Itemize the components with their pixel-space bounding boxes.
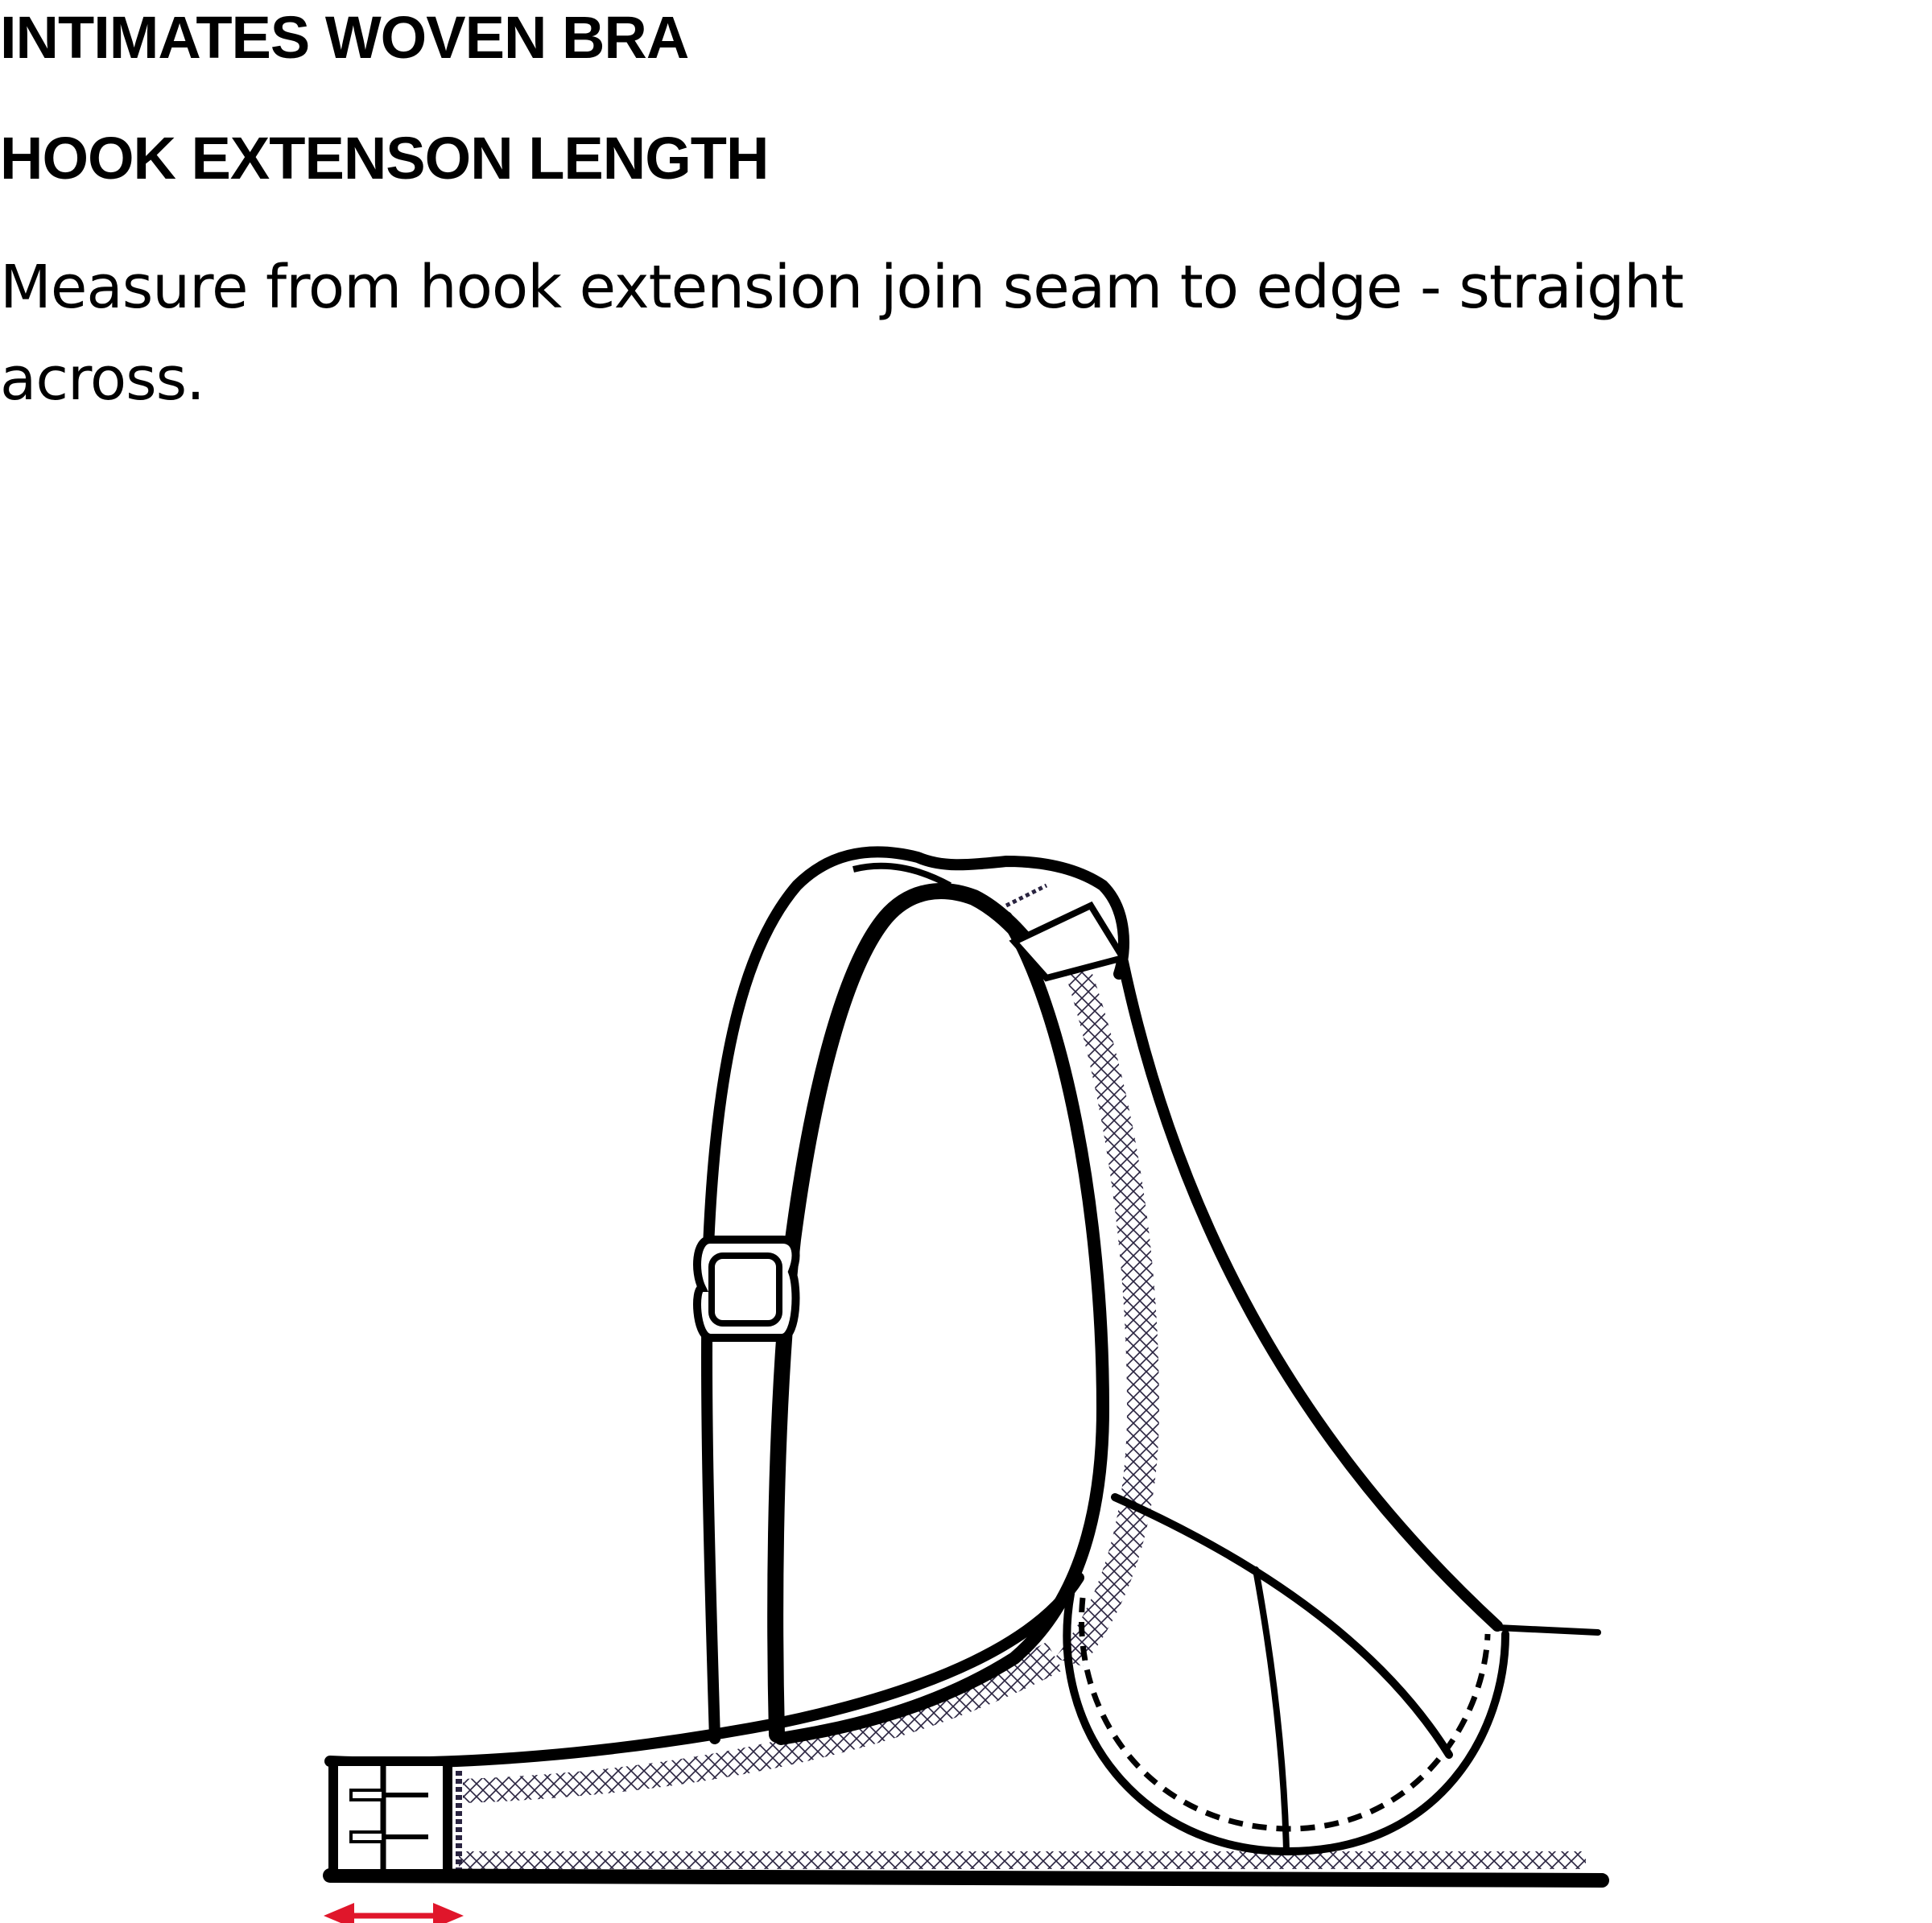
instruction-text: Measure from hook extension join seam to… [0,253,1684,414]
strap-slider [693,1236,800,1342]
strap-top-edge [852,862,952,889]
arrow-head-left [324,1903,354,1923]
subtitle: HOOK EXTENSON LENGTH [0,125,769,192]
underwire-channel [1063,1590,1509,1856]
cup-lower-edge [1111,1493,1453,1759]
hook-eye-lower [349,1830,385,1843]
hook-eye-upper [349,1789,385,1801]
center-gore [1494,1624,1601,1636]
hook-extension [328,1756,452,1879]
title: INTIMATES WOVEN BRA [0,4,689,71]
underband-bottom-edge [323,1868,1609,1888]
hook-extension-panel [328,1756,452,1879]
band-top-lace [463,1642,1063,1803]
cup-seam [1253,1566,1290,1855]
strap-outer [700,846,1129,1744]
underwire-stitch [1079,1597,1491,1832]
measurement-arrow [324,1903,464,1923]
band-lace-trim [459,1851,1586,1869]
underband-top-edge [324,1572,1084,1768]
wing-edge [774,911,1110,1745]
cup-neckline [1117,956,1503,1632]
arrow-head-right [433,1903,464,1923]
strap-inner [767,883,1046,1743]
wing-lace [1055,958,1159,1666]
